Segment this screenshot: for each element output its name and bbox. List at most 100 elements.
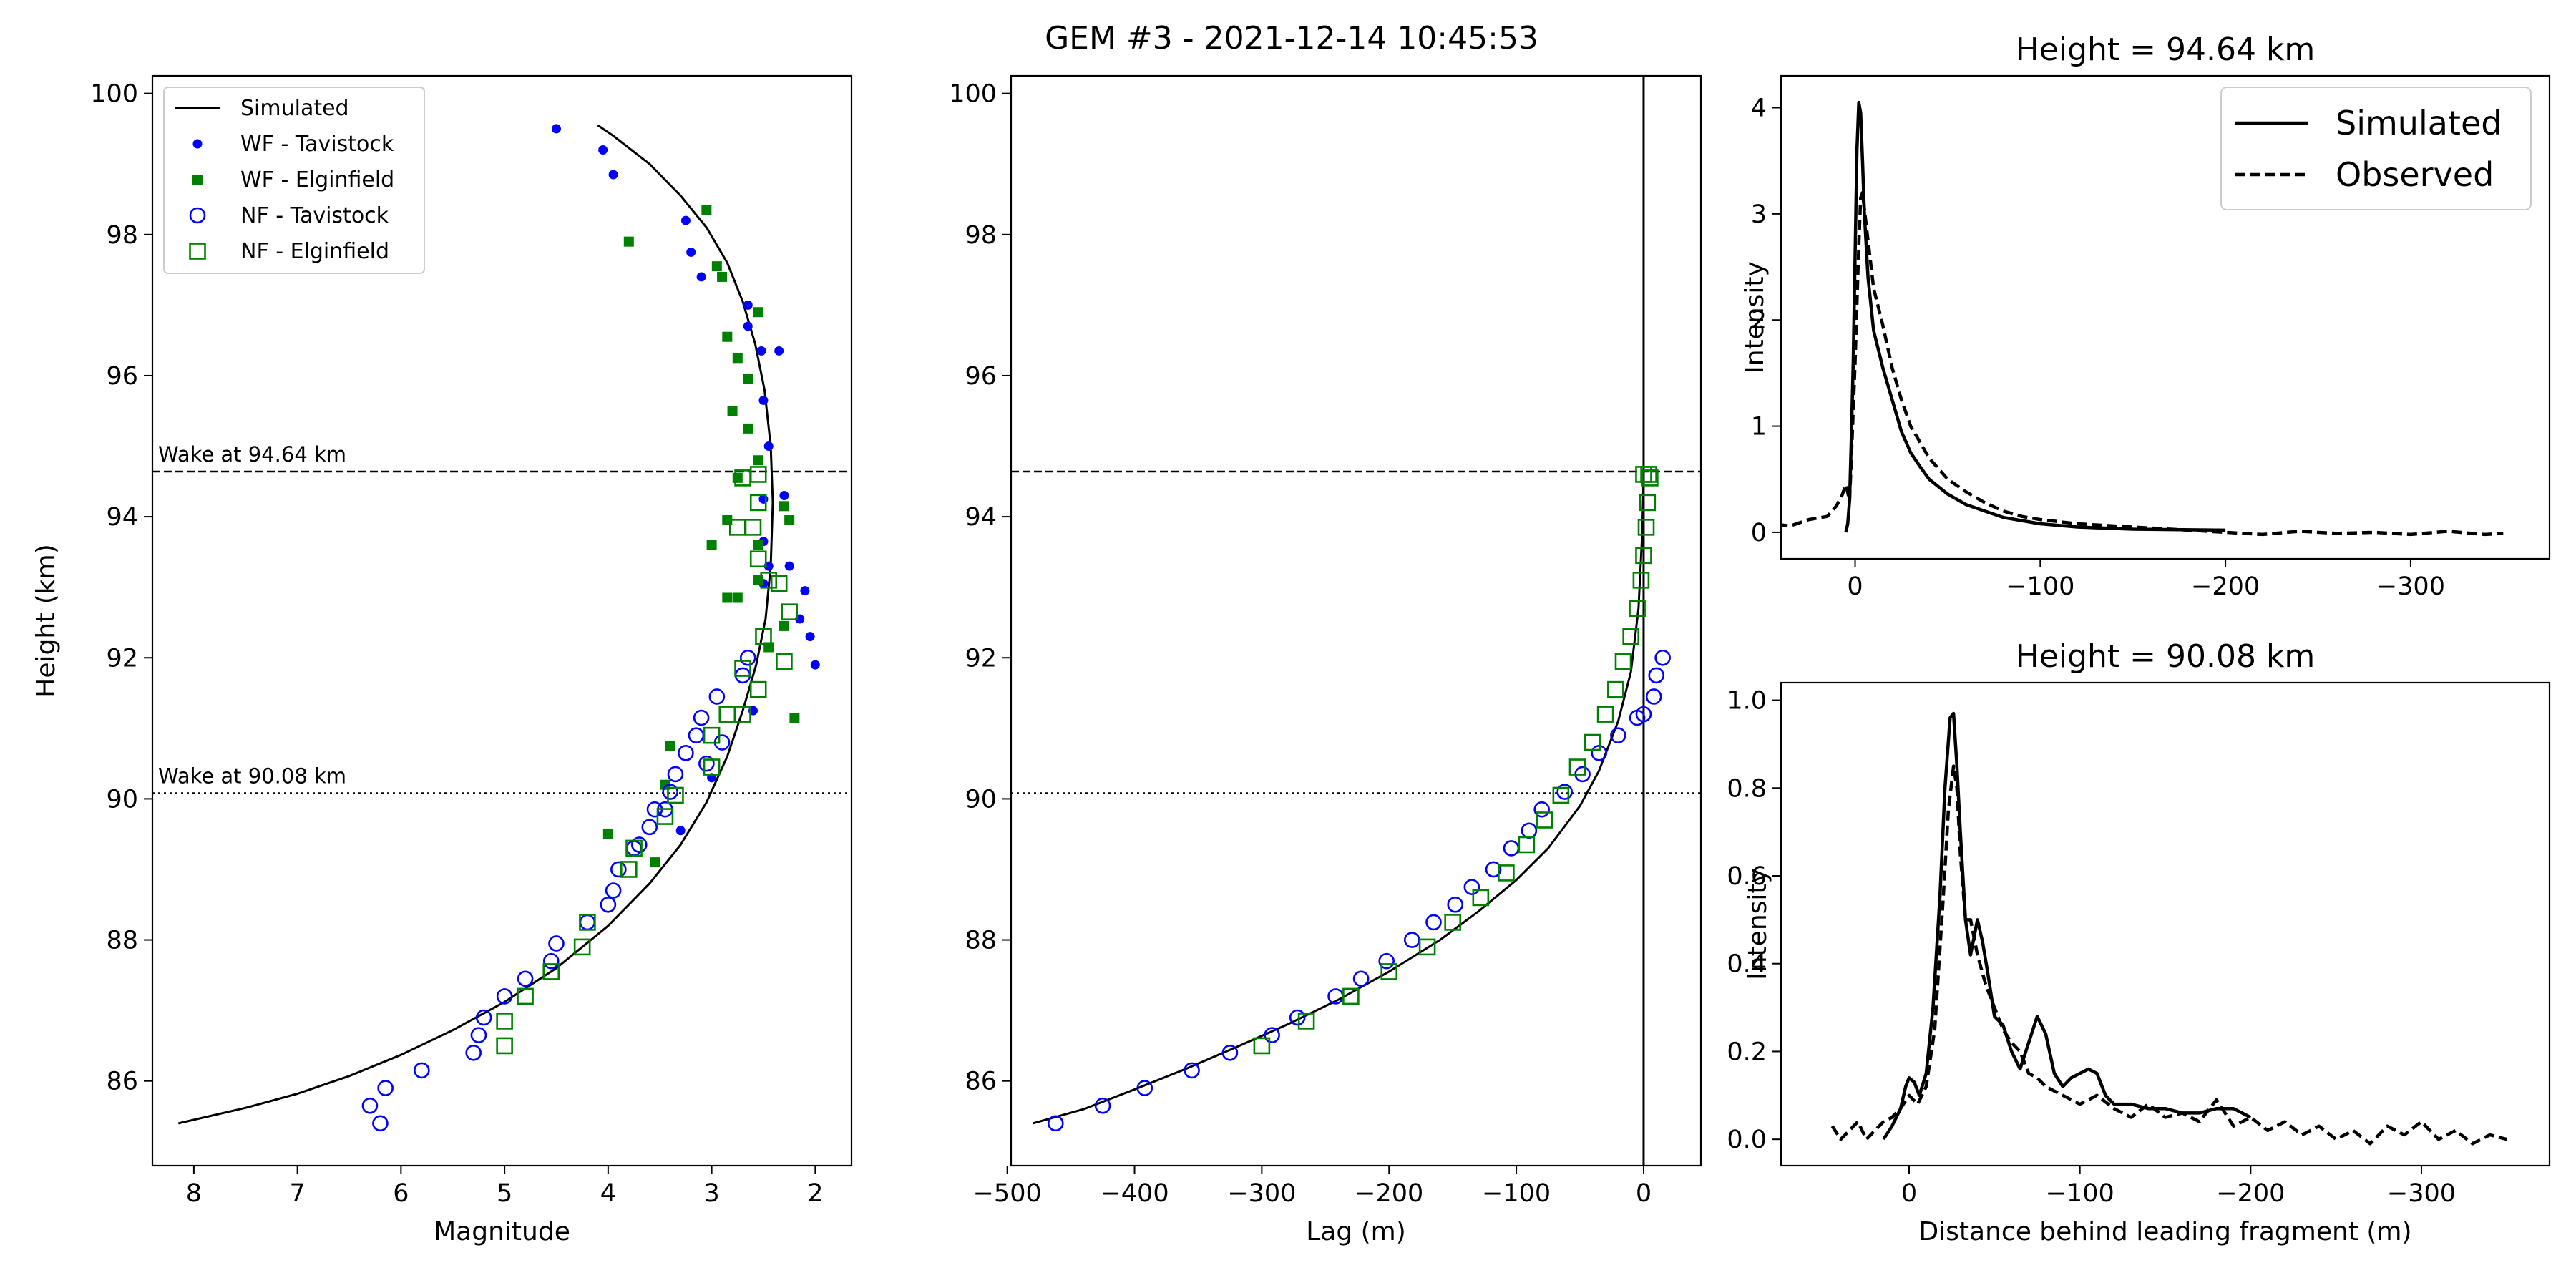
magnitude-legend-box (163, 87, 425, 274)
profile-bottom-ytick-label: 0.8 (1727, 774, 1767, 803)
lag-point-nf-elginfield (1536, 811, 1553, 829)
magnitude-point-nf-elginfield (718, 706, 736, 723)
lag-point-nf-elginfield (1614, 653, 1632, 670)
magnitude-point-nf-elginfield (620, 861, 638, 878)
lag-point-nf-tavistock (1533, 801, 1550, 818)
lag-xtick-label: −200 (1355, 1179, 1423, 1208)
magnitude-point-nf-tavistock (708, 688, 726, 705)
chart-profile-bottom: 0 −100 −200 −300 0.0 0.2 0.4 0.6 0.8 1.0 Distance … (1727, 638, 2551, 1246)
lag-series-simulated (1032, 474, 1645, 1125)
profile-top-xtick-label: −100 (2006, 572, 2074, 601)
magnitude-point-nf-elginfield (749, 680, 767, 698)
lag-xtick-label: −400 (1100, 1179, 1169, 1208)
magnitude-point-nf-tavistock (542, 952, 560, 970)
lag-point-nf-tavistock (1521, 822, 1538, 839)
magnitude-point-wf-elginfield (649, 857, 660, 868)
profile-bottom-xtick-label: −300 (2387, 1179, 2456, 1208)
lag-ytick-label: 88 (965, 927, 997, 955)
magnitude-point-nf-tavistock (496, 988, 513, 1005)
magnitude-point-wf-tavistock (774, 346, 784, 356)
magnitude-xtick-label: 2 (807, 1179, 823, 1208)
magnitude-point-wf-elginfield (722, 331, 733, 342)
magnitude-point-wf-elginfield (711, 261, 722, 272)
chart-magnitude: 8 7 6 5 4 3 2 86 88 90 92 94 96 98 100 Magnitude Height … (31, 74, 853, 1246)
magnitude-point-nf-tavistock (739, 649, 756, 666)
profile-bottom-title: Height = 90.08 km (2016, 638, 2316, 675)
lag-point-nf-elginfield (1418, 938, 1436, 956)
magnitude-x-axis-label: Magnitude (434, 1217, 570, 1246)
profile-top-ytick-label: 3 (1751, 200, 1767, 229)
magnitude-point-wf-elginfield (789, 713, 800, 723)
magnitude-legend-label: WF - Elginfield (240, 167, 394, 192)
magnitude-legend-marker (192, 139, 203, 149)
magnitude-point-nf-elginfield (703, 726, 721, 744)
magnitude-point-nf-tavistock (517, 970, 534, 987)
magnitude-point-nf-elginfield (517, 987, 534, 1005)
magnitude-point-wf-tavistock (810, 660, 820, 670)
chart-profile-top: 0 −100 −200 −300 0 1 2 3 4 Intensity Height = 94.6… (1740, 31, 2551, 601)
lag-point-nf-tavistock (1654, 649, 1671, 666)
profile-bottom-series-observed (1830, 764, 2507, 1146)
lag-point-nf-elginfield (1637, 519, 1655, 536)
magnitude-point-nf-elginfield (749, 494, 767, 512)
lag-point-nf-tavistock (1648, 667, 1665, 684)
magnitude-ytick-label: 96 (106, 362, 138, 391)
lag-point-nf-elginfield (1584, 733, 1601, 751)
magnitude-ytick-label: 88 (106, 927, 138, 955)
magnitude-wake-label: Wake at 94.64 km (158, 442, 346, 467)
magnitude-xtick-label: 8 (186, 1179, 202, 1208)
profile-bottom-ytick-label: 0.2 (1727, 1038, 1767, 1066)
lag-xtick-label: 0 (1636, 1179, 1652, 1208)
magnitude-legend-marker (189, 243, 206, 260)
magnitude-point-nf-elginfield (776, 653, 793, 670)
lag-point-nf-elginfield (1552, 786, 1570, 804)
magnitude-point-wf-tavistock (758, 395, 769, 405)
magnitude-point-nf-elginfield (744, 519, 762, 536)
magnitude-point-nf-elginfield (496, 1037, 513, 1055)
magnitude-ytick-label: 86 (106, 1068, 138, 1096)
lag-point-nf-tavistock (1556, 784, 1573, 800)
magnitude-point-wf-tavistock (696, 272, 706, 282)
lag-ytick-label: 96 (965, 362, 997, 391)
lag-point-nf-tavistock (1447, 896, 1464, 913)
magnitude-plot-area (152, 124, 852, 1132)
lag-point-nf-tavistock (1403, 932, 1420, 948)
magnitude-point-nf-tavistock (465, 1044, 482, 1061)
magnitude-point-wf-tavistock (680, 215, 691, 225)
magnitude-point-wf-tavistock (551, 124, 561, 134)
lag-point-nf-tavistock (1047, 1115, 1064, 1132)
magnitude-xtick-label: 6 (393, 1179, 409, 1208)
magnitude-point-nf-tavistock (475, 1009, 492, 1026)
lag-xtick-label: −500 (973, 1179, 1042, 1208)
magnitude-point-nf-tavistock (600, 896, 617, 913)
profile-top-axes-frame (1780, 74, 2551, 560)
lag-point-nf-elginfield (1607, 680, 1624, 698)
magnitude-point-wf-elginfield (701, 205, 712, 215)
magnitude-point-nf-tavistock (605, 882, 622, 899)
lag-point-nf-tavistock (1352, 970, 1370, 987)
lag-point-nf-tavistock (1610, 727, 1626, 743)
profile-top-ytick-label: 2 (1751, 306, 1767, 335)
magnitude-point-wf-tavistock (805, 632, 815, 642)
lag-point-nf-elginfield (1253, 1037, 1271, 1055)
profile-bottom-xtick-label: 0 (1901, 1179, 1917, 1208)
magnitude-point-wf-elginfield (743, 374, 753, 384)
magnitude-point-nf-elginfield (573, 938, 591, 956)
profile-bottom-xtick-label: −100 (2046, 1179, 2114, 1208)
lag-point-nf-elginfield (1641, 469, 1659, 487)
profile-top-title: Height = 94.64 km (2016, 31, 2316, 68)
magnitude-legend-label: WF - Tavistock (240, 132, 394, 157)
lag-point-nf-elginfield (1380, 963, 1398, 980)
magnitude-point-wf-tavistock (779, 491, 789, 501)
lag-xtick-label: −300 (1227, 1179, 1296, 1208)
magnitude-point-nf-elginfield (749, 466, 767, 483)
lag-point-nf-elginfield (1342, 987, 1360, 1005)
lag-point-nf-tavistock (1485, 861, 1502, 878)
magnitude-point-nf-tavistock (610, 861, 627, 878)
magnitude-point-nf-elginfield (703, 758, 721, 776)
magnitude-point-nf-elginfield (755, 628, 772, 645)
magnitude-point-wf-tavistock (800, 586, 810, 596)
magnitude-point-nf-tavistock (414, 1062, 430, 1079)
lag-point-nf-elginfield (1444, 914, 1461, 931)
lag-xtick-label: −100 (1482, 1179, 1551, 1208)
